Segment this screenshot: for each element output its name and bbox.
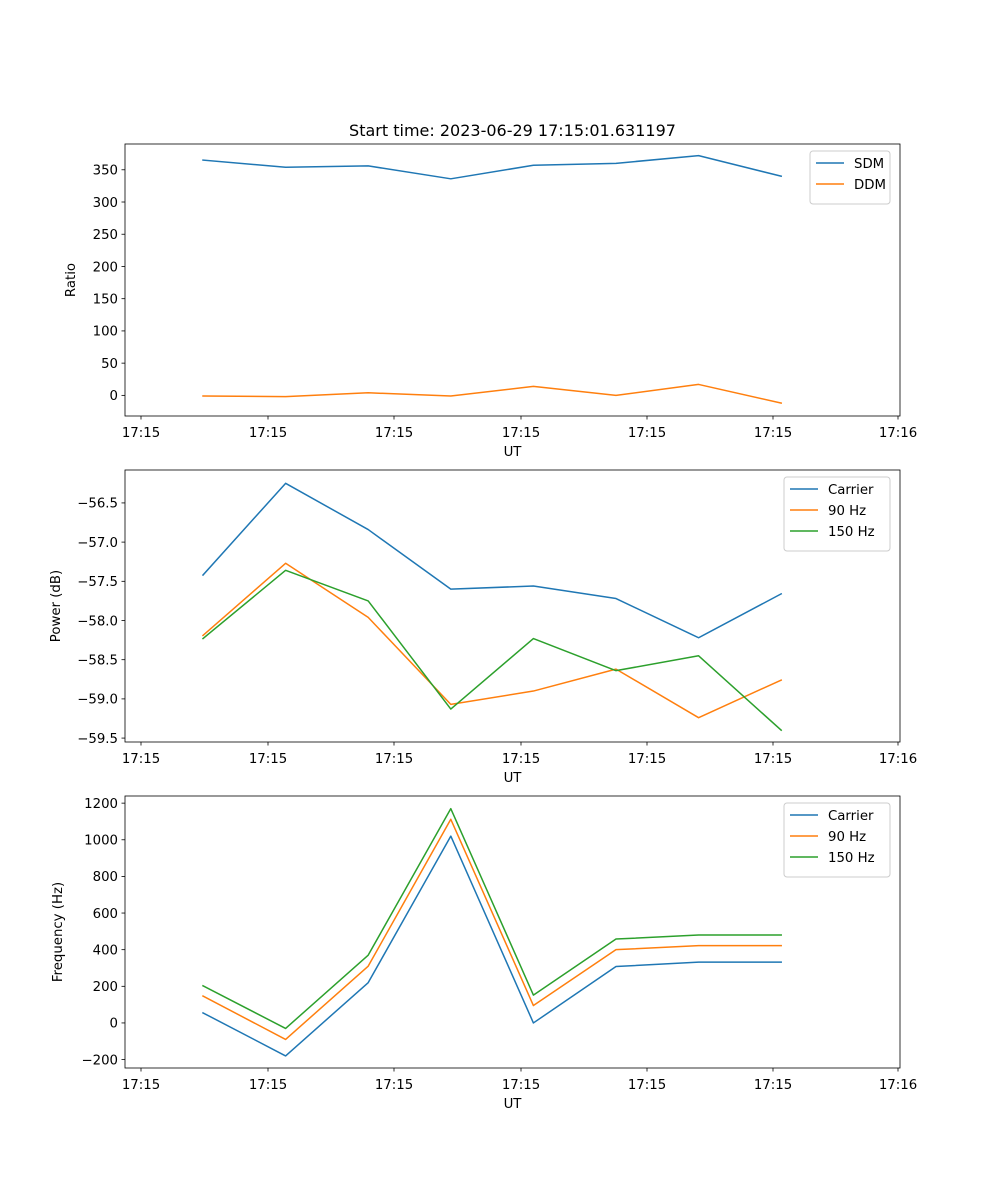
axes-frame (124, 795, 901, 1069)
x-tick-label: 17:15 (375, 426, 413, 441)
legend: SDM DDM (809, 150, 891, 205)
series-line-90-hz (201, 818, 782, 1041)
y-tick-label: 1200 (84, 797, 118, 812)
legend-entry: 150 Hz (828, 525, 875, 540)
x-tick-label: 17:16 (879, 1078, 917, 1093)
y-tick-label: −56.5 (77, 497, 118, 512)
y-tick-label: −57.5 (77, 575, 118, 590)
y-tick-label: 400 (93, 943, 118, 958)
series-line-150-hz (201, 807, 782, 1030)
legend-box (809, 150, 891, 205)
y-tick-label: 800 (93, 870, 118, 885)
series-lines (201, 482, 783, 732)
x-tick-label: 17:15 (754, 752, 792, 767)
legend-box (783, 802, 891, 878)
x-tick-label: 17:16 (879, 426, 917, 441)
legend-entry: Carrier (828, 809, 874, 824)
y-tick-label: −57.0 (77, 536, 118, 551)
legend: Carrier 90 Hz 150 Hz (783, 476, 891, 552)
series-line-150-hz (201, 569, 783, 732)
x-tick-label: 17:16 (879, 752, 917, 767)
legend-entry: 90 Hz (828, 830, 866, 845)
axes-frame (124, 469, 901, 743)
y-tick-label: 250 (93, 228, 118, 243)
legend-entry: DDM (854, 178, 886, 193)
series-line-sdm (202, 154, 783, 180)
series-line-carrier (201, 835, 782, 1057)
series-lines (201, 807, 782, 1057)
frequency-panel: 17:15 17:15 17:15 17:15 17:15 17:15 17:16 −200 0… (51, 795, 917, 1112)
y-tick-label: −59.0 (77, 693, 118, 708)
y-tick-label: 0 (110, 1017, 118, 1032)
x-tick-label: 17:15 (754, 426, 792, 441)
x-axis-label: UT (504, 771, 523, 786)
y-tick-label: −58.0 (77, 614, 118, 629)
x-axis-label: UT (504, 1097, 523, 1112)
x-tick-label: 17:15 (502, 752, 540, 767)
y-tick-label: 200 (93, 980, 118, 995)
y-axis-label: Frequency (Hz) (51, 882, 66, 982)
power-panel: 17:15 17:15 17:15 17:15 17:15 17:15 17:16 −59.5… (49, 469, 917, 786)
y-tick-label: 300 (93, 196, 118, 211)
series-line-90-hz (201, 562, 783, 719)
chart-title: Start time: 2023-06-29 17:15:01.631197 (349, 121, 676, 140)
legend-entry: 90 Hz (828, 504, 866, 519)
legend-box (783, 476, 891, 552)
x-tick-label: 17:15 (628, 752, 666, 767)
y-tick-label: 1000 (84, 834, 118, 849)
x-tick-label: 17:15 (375, 752, 413, 767)
x-tick-label: 17:15 (628, 1078, 666, 1093)
y-tick-label: 350 (93, 164, 118, 179)
y-tick-label: −59.5 (77, 732, 118, 747)
y-tick-label: −200 (81, 1053, 118, 1068)
x-tick-label: 17:15 (375, 1078, 413, 1093)
y-tick-label: −58.5 (77, 653, 118, 668)
x-tick-label: 17:15 (249, 752, 287, 767)
y-tick-label: 150 (93, 292, 118, 307)
y-tick-label: 100 (93, 325, 118, 340)
x-tick-label: 17:15 (754, 1078, 792, 1093)
series-line-carrier (201, 482, 783, 639)
series-lines (202, 154, 783, 405)
y-tick-label: 200 (93, 260, 118, 275)
legend: Carrier 90 Hz 150 Hz (783, 802, 891, 878)
y-tick-label: 0 (110, 389, 118, 404)
axes-frame (124, 143, 901, 417)
ratio-panel: 17:15 17:15 17:15 17:15 17:15 17:15 17:16 0 50 10… (64, 143, 917, 460)
y-tick-label: 50 (101, 357, 118, 372)
x-tick-label: 17:15 (502, 426, 540, 441)
x-tick-label: 17:15 (122, 752, 160, 767)
legend-entry: SDM (854, 157, 884, 172)
x-tick-label: 17:15 (249, 1078, 287, 1093)
x-tick-label: 17:15 (249, 426, 287, 441)
x-tick-label: 17:15 (502, 1078, 540, 1093)
x-axis-label: UT (504, 445, 523, 460)
series-line-ddm (202, 383, 783, 405)
x-tick-label: 17:15 (122, 1078, 160, 1093)
y-tick-label: 600 (93, 907, 118, 922)
y-axis-label: Ratio (64, 263, 79, 297)
legend-entry: Carrier (828, 483, 874, 498)
legend-entry: 150 Hz (828, 851, 875, 866)
x-tick-label: 17:15 (122, 426, 160, 441)
y-axis-label: Power (dB) (49, 570, 64, 642)
x-tick-label: 17:15 (628, 426, 666, 441)
